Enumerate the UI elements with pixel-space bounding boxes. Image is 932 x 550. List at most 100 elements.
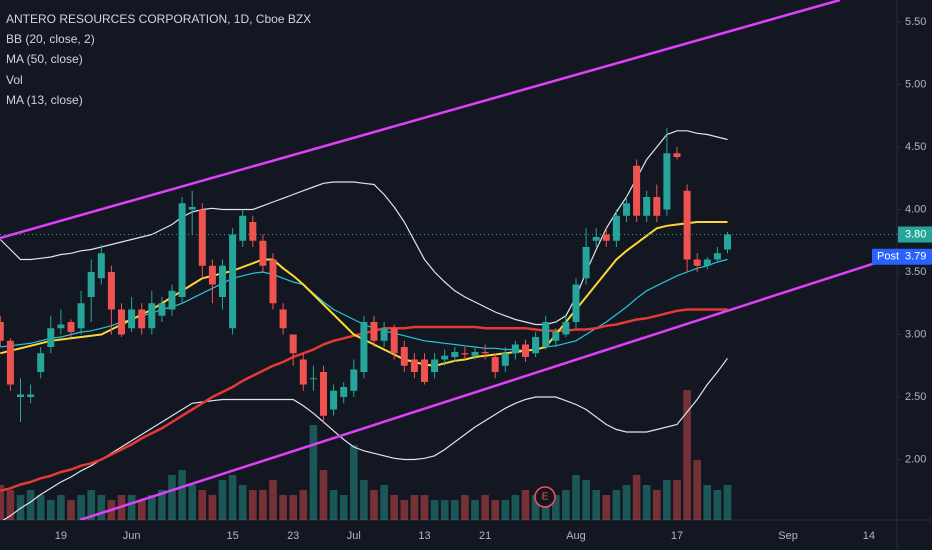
candle-body	[6, 340, 14, 385]
legend-ma50[interactable]: MA (50, close)	[6, 52, 83, 66]
y-tick-label: 2.00	[905, 453, 926, 465]
candle-body	[532, 337, 540, 354]
legend-ma13[interactable]: MA (13, close)	[6, 93, 83, 107]
volume-bar	[370, 490, 378, 520]
y-tick-label: 4.00	[905, 203, 926, 215]
volume-bar	[430, 500, 439, 520]
trendlines	[0, 0, 897, 520]
candle-body	[37, 353, 45, 372]
candle-body	[451, 352, 459, 357]
last-price-label: 3.80	[905, 228, 926, 240]
volume-bar	[592, 490, 600, 520]
candle-body	[320, 372, 327, 416]
candle-body	[97, 253, 105, 279]
x-tick-label: 19	[55, 530, 67, 542]
candle-body	[77, 303, 85, 329]
candle-body	[340, 387, 348, 397]
candle-body	[198, 209, 206, 266]
candle-body	[158, 303, 166, 316]
volume-bar	[602, 495, 611, 520]
candle-body	[501, 353, 509, 366]
candle-body	[410, 359, 418, 372]
candle-body	[461, 353, 469, 355]
x-tick-label: 14	[863, 530, 875, 542]
x-tick-label: Sep	[778, 530, 798, 542]
volume-bar	[501, 500, 510, 520]
legend-bb[interactable]: BB (20, close, 2)	[6, 32, 95, 46]
candle-body	[724, 234, 731, 250]
volume-bar	[67, 500, 75, 520]
x-tick-label: 15	[226, 530, 238, 542]
volume-bar	[491, 500, 499, 520]
volume-bar	[218, 480, 227, 520]
volume-bar	[471, 500, 479, 520]
volume-bar	[481, 495, 489, 520]
candle-body	[552, 332, 560, 341]
volume-bar	[6, 490, 15, 520]
axes: 2.00 2.50 3.00 3.50 4.00 4.50 5.00 5.50 19 Jun 15 2…	[0, 16, 932, 542]
earnings-marker[interactable]: E	[534, 486, 556, 508]
legend-vol[interactable]: Vol	[6, 73, 23, 87]
candle-body	[491, 357, 499, 372]
volume-bar	[360, 480, 368, 520]
candle-body	[27, 394, 35, 397]
candle-body	[522, 344, 529, 357]
volume-bar	[329, 490, 338, 520]
candle-body	[128, 309, 136, 329]
candle-body	[57, 324, 65, 329]
chart-title: ANTERO RESOURCES CORPORATION, 1D, Cboe B…	[6, 12, 311, 26]
volume-bar	[137, 500, 146, 520]
volume-bar	[26, 490, 35, 520]
candle-body	[623, 203, 630, 216]
legend: ANTERO RESOURCES CORPORATION, 1D, Cboe B…	[6, 12, 311, 107]
candle-body	[511, 344, 519, 354]
lower-channel-line	[79, 254, 897, 520]
candle-body	[360, 322, 368, 372]
candle-body	[370, 322, 378, 341]
candle-body	[47, 328, 55, 347]
volume-bar	[289, 495, 297, 520]
post-price: 3.79	[905, 251, 926, 263]
candle-body	[118, 309, 125, 335]
volume-bar	[683, 390, 691, 520]
volume-bar	[642, 485, 651, 520]
candle-body	[612, 215, 620, 241]
volume-bar	[97, 495, 106, 520]
candle-body	[653, 197, 661, 216]
volume-bar	[259, 490, 267, 520]
volume-bar	[168, 475, 176, 520]
candle-body	[542, 322, 550, 347]
candle-body	[138, 309, 146, 329]
candle-body	[87, 272, 95, 297]
volume-bar	[309, 425, 318, 520]
volume-bar	[653, 490, 661, 520]
volume-bar	[451, 500, 459, 520]
earnings-label: E	[542, 492, 549, 503]
candle-body	[168, 290, 176, 310]
volume-bar	[249, 490, 257, 520]
volume-bar	[299, 490, 308, 520]
volume-bar	[400, 500, 409, 520]
volume-bar	[673, 480, 681, 520]
candle-body	[259, 240, 267, 266]
volume-bar	[178, 470, 186, 520]
candle-body	[188, 207, 196, 210]
volume-bar	[461, 495, 469, 520]
candle-body	[602, 234, 610, 241]
candle-body	[229, 234, 237, 329]
candle-body	[380, 328, 388, 341]
volume-bar	[440, 500, 449, 520]
volume-bar	[47, 500, 55, 520]
x-tick-label: Aug	[566, 530, 586, 542]
candle-body	[441, 355, 449, 360]
candle-body	[309, 378, 317, 380]
volume-bar	[380, 485, 388, 520]
candle-body	[713, 253, 721, 260]
candle-body	[289, 334, 297, 354]
volume-bar	[663, 480, 671, 520]
candle-body	[400, 347, 408, 366]
volume-bar	[572, 475, 580, 520]
candle-body	[208, 265, 216, 285]
volume-bar	[127, 495, 136, 520]
